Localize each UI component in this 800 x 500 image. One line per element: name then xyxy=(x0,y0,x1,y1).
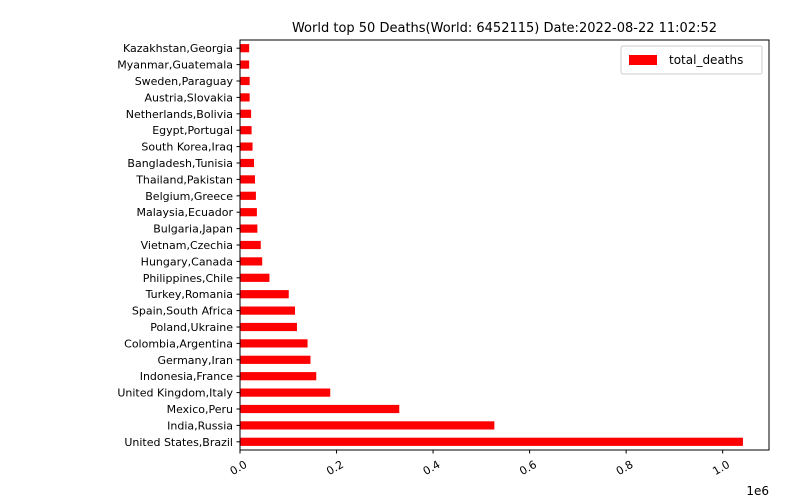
bar xyxy=(240,93,250,102)
x-tick-label: 1.0 xyxy=(710,458,732,478)
x-tick-label: 0.4 xyxy=(421,458,443,478)
x-tick-label: 0.8 xyxy=(614,458,636,478)
x-tick-label: 0.6 xyxy=(517,458,539,478)
y-tick-label: Bangladesh,Tunisia xyxy=(127,157,233,170)
legend-label: total_deaths xyxy=(669,53,743,67)
bar xyxy=(240,437,743,446)
y-tick-label: Egypt,Portugal xyxy=(152,124,233,137)
chart-title: World top 50 Deaths(World: 6452115) Date… xyxy=(292,21,717,36)
y-tick-label: Hungary,Canada xyxy=(141,255,233,268)
bar xyxy=(240,224,258,233)
legend: total_deaths xyxy=(620,45,763,75)
y-tick-label: India,Russia xyxy=(167,419,233,432)
y-tick-label: Thailand,Pakistan xyxy=(135,173,233,186)
y-tick-label: Netherlands,Bolivia xyxy=(126,108,233,121)
y-tick-label: Vietnam,Czechia xyxy=(141,239,233,252)
y-tick-label: Sweden,Paraguay xyxy=(135,75,234,88)
x-tick-label: 0.0 xyxy=(228,458,250,478)
y-axis-ticks: United States,Brazil India,Russia Mexico,P… xyxy=(117,42,240,449)
bar xyxy=(240,240,261,250)
bar xyxy=(240,339,308,348)
x-axis-ticks: 0.0 0.2 0.4 0.6 0.8 1.0 xyxy=(228,450,732,478)
y-tick-label: Myanmar,Guatemala xyxy=(117,59,233,72)
y-tick-label: United Kingdom,Italy xyxy=(117,387,233,400)
bar xyxy=(240,76,250,86)
y-tick-label: Indonesia,France xyxy=(140,370,234,383)
bar xyxy=(240,109,252,118)
y-tick-label: Spain,South Africa xyxy=(132,305,233,318)
y-tick-label: Kazakhstan,Georgia xyxy=(123,42,233,55)
y-tick-label: Bulgaria,Japan xyxy=(153,223,233,236)
bars-group xyxy=(240,44,743,446)
y-tick-label: Poland,Ukraine xyxy=(150,321,233,334)
bar xyxy=(240,290,289,299)
bar xyxy=(240,142,253,151)
bar xyxy=(240,208,257,217)
y-tick-label: Germany,Iran xyxy=(157,354,233,367)
y-tick-label: Philippines,Chile xyxy=(143,272,234,285)
y-tick-label: Belgium,Greece xyxy=(145,190,233,203)
bar xyxy=(240,191,256,200)
y-tick-label: Malaysia,Ecuador xyxy=(136,206,233,219)
axes-frame xyxy=(239,39,770,451)
bar xyxy=(240,421,495,430)
bar xyxy=(240,158,254,168)
bar xyxy=(240,60,250,69)
bar xyxy=(240,257,263,266)
x-tick-label: 0.2 xyxy=(324,458,346,478)
bar xyxy=(240,372,317,381)
bar xyxy=(240,44,250,53)
bar xyxy=(240,355,311,364)
bar xyxy=(240,404,400,414)
y-tick-label: Mexico,Peru xyxy=(167,403,233,416)
y-tick-label: South Korea,Iraq xyxy=(141,141,233,154)
bar xyxy=(240,322,297,332)
bar xyxy=(240,126,252,135)
y-tick-label: United States,Brazil xyxy=(124,436,233,449)
y-tick-label: Turkey,Romania xyxy=(145,288,233,301)
legend-swatch xyxy=(629,55,657,65)
y-tick-label: Austria,Slovakia xyxy=(144,91,233,104)
x-axis-offset-label: 1e6 xyxy=(746,484,769,498)
legend-box xyxy=(620,45,763,75)
bar xyxy=(240,388,331,397)
bar xyxy=(240,175,255,184)
bar xyxy=(240,306,296,315)
y-tick-label: Colombia,Argentina xyxy=(124,337,233,350)
bar xyxy=(240,273,270,282)
